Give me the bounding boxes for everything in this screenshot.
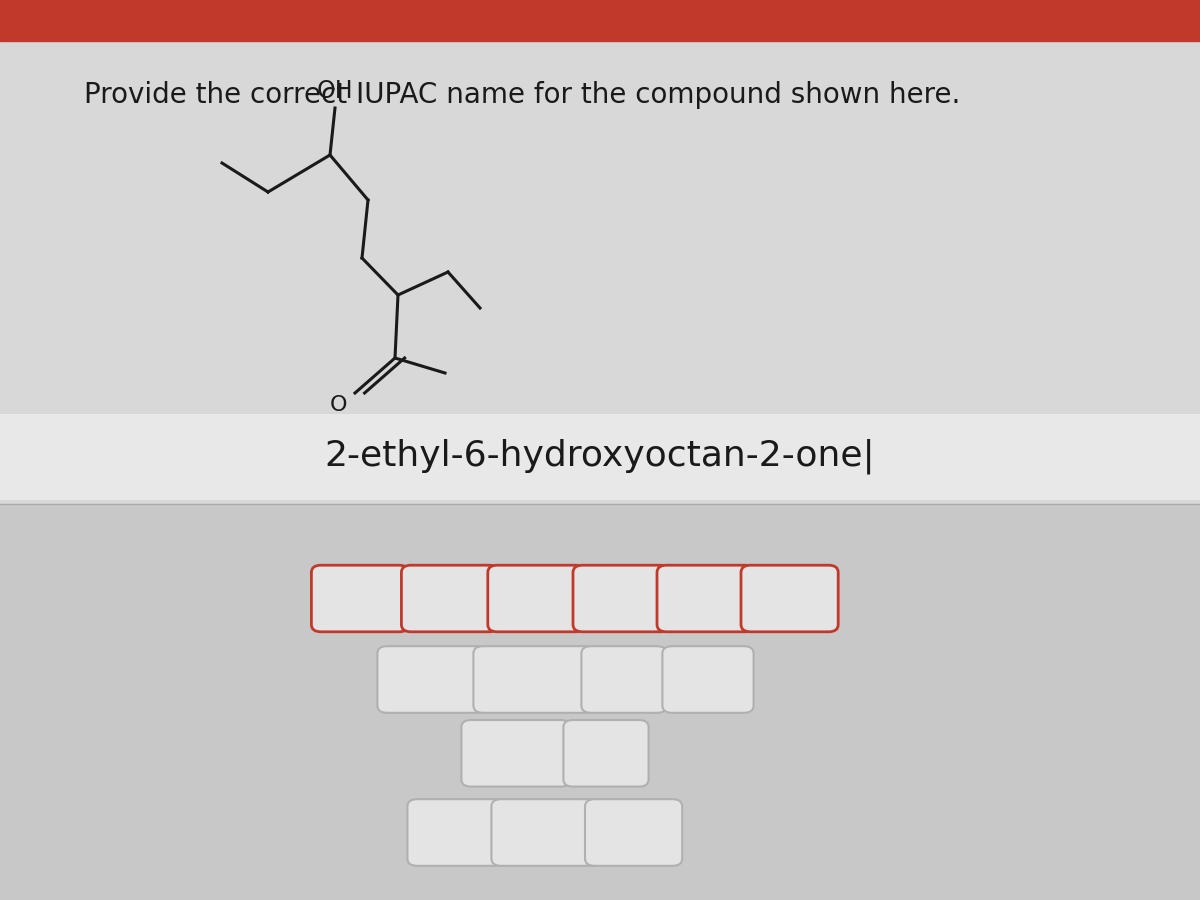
Text: OH: OH [317,79,353,104]
FancyBboxPatch shape [564,720,649,787]
Text: Provide the correct IUPAC name for the compound shown here.: Provide the correct IUPAC name for the c… [84,81,960,109]
Bar [0,504,1200,900]
Text: 2-ethyl-6-hydroxyoctan-2-one|: 2-ethyl-6-hydroxyoctan-2-one| [324,439,875,474]
Text: cyclo: cyclo [502,668,566,691]
Text: 7-: 7- [778,587,802,610]
FancyBboxPatch shape [658,565,754,632]
FancyBboxPatch shape [487,565,586,632]
Text: tri: tri [611,668,637,691]
Text: tert-: tert- [488,742,544,765]
FancyBboxPatch shape [474,646,595,713]
Bar [0,0,1200,40]
Text: sec-: sec- [407,668,457,691]
Text: oct: oct [614,821,653,844]
FancyBboxPatch shape [581,646,667,713]
FancyBboxPatch shape [662,646,754,713]
Bar [0,414,1200,500]
Text: iso: iso [690,668,726,691]
FancyBboxPatch shape [462,720,571,787]
Text: meth: meth [514,821,578,844]
Text: 6-: 6- [610,587,634,610]
FancyBboxPatch shape [402,565,499,632]
FancyBboxPatch shape [574,565,671,632]
Text: 2-: 2- [348,587,372,610]
FancyBboxPatch shape [377,646,487,713]
Text: 5-: 5- [694,587,718,610]
Text: di: di [594,742,618,765]
Text: hex: hex [433,821,479,844]
Text: 3-: 3- [524,587,548,610]
Text: O: O [330,395,347,415]
FancyBboxPatch shape [586,799,683,866]
FancyBboxPatch shape [408,799,505,866]
FancyBboxPatch shape [742,565,839,632]
FancyBboxPatch shape [311,565,408,632]
FancyBboxPatch shape [492,799,601,866]
Text: 4-: 4- [438,587,462,610]
